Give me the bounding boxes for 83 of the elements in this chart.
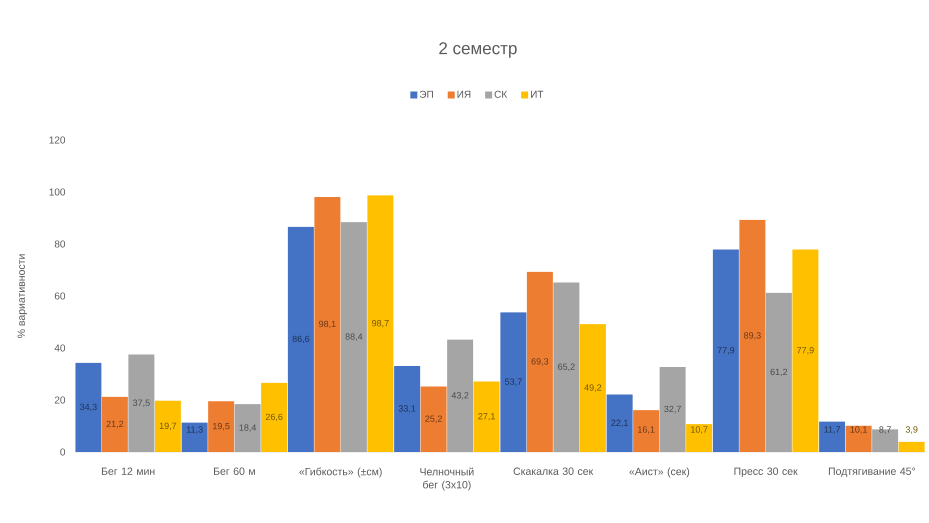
data-label: 86,6 — [292, 336, 310, 344]
bar — [846, 426, 872, 452]
data-label: 49,2 — [584, 384, 602, 392]
bar — [261, 382, 288, 452]
data-label: 3,9 — [906, 426, 918, 434]
bar — [474, 382, 500, 452]
bar — [553, 282, 580, 452]
bar — [367, 195, 394, 452]
data-label: 19,5 — [213, 422, 230, 430]
data-label: 34,3 — [80, 404, 97, 412]
data-label: 43,2 — [452, 392, 468, 400]
bar — [102, 396, 128, 452]
data-label: 88,4 — [346, 333, 362, 341]
legend-label: ИТ — [530, 90, 544, 98]
bar — [208, 401, 234, 452]
bar — [182, 422, 208, 452]
y-tick-label: 60 — [54, 292, 66, 300]
data-label: 32,7 — [664, 406, 681, 414]
y-tick-label: 120 — [50, 136, 66, 144]
data-label: 21,2 — [106, 420, 124, 428]
x-tick-label: Челночный бег (3х10) — [420, 468, 474, 491]
data-label: 11,3 — [186, 426, 203, 434]
bar — [394, 366, 420, 452]
bar — [633, 410, 660, 452]
x-tick-label: Бег 12 мин — [102, 468, 154, 475]
x-tick-label: Бег 60 м — [214, 468, 255, 475]
bar — [340, 222, 367, 452]
data-label: 11,7 — [824, 426, 840, 434]
data-label: 10,7 — [691, 426, 708, 434]
data-label: 27,1 — [478, 413, 495, 420]
y-tick-label: 40 — [54, 344, 66, 352]
bar — [420, 386, 447, 452]
bar — [606, 394, 633, 452]
x-tick-label: «Аист» (сек) — [629, 468, 690, 478]
bar — [819, 422, 846, 452]
bar — [526, 272, 553, 452]
data-label: 16,1 — [638, 426, 654, 434]
data-label: 33,1 — [398, 405, 416, 413]
y-tick-label: 0 — [60, 448, 66, 456]
y-axis-title: % вариативности — [18, 254, 28, 338]
bar — [500, 312, 526, 452]
data-label: 25,2 — [425, 416, 442, 423]
data-label: 61,2 — [770, 368, 788, 376]
data-label: 77,9 — [718, 347, 734, 354]
x-tick-label: Подтягивание 45° — [828, 468, 916, 477]
legend-label: ИЯ — [458, 90, 470, 98]
bar — [686, 424, 712, 452]
data-label: 53,7 — [504, 378, 522, 386]
bar — [766, 292, 792, 452]
bar — [314, 196, 340, 452]
y-tick-label: 20 — [54, 396, 66, 404]
x-tick-label: «Гибкость» (±см) — [299, 468, 382, 478]
bar — [75, 362, 102, 452]
bar — [154, 400, 181, 452]
bar — [128, 354, 154, 452]
bar — [792, 249, 818, 452]
bar — [660, 366, 686, 452]
data-label: 65,2 — [558, 364, 575, 371]
legend-label: ЭП — [420, 90, 433, 98]
y-tick-label: 100 — [50, 188, 66, 196]
y-tick-label: 80 — [54, 240, 66, 248]
data-label: 37,5 — [132, 400, 150, 407]
bar — [580, 324, 606, 452]
data-label: 69,3 — [532, 358, 548, 366]
data-label: 89,3 — [744, 332, 761, 340]
data-label: 98,1 — [319, 320, 336, 328]
data-label: 19,7 — [160, 422, 176, 430]
chart-title: 2 семестр — [439, 42, 517, 58]
bar — [288, 226, 314, 452]
data-label: 77,9 — [797, 347, 814, 354]
x-tick-label: Скакалка 30 сек — [514, 468, 594, 475]
bar — [447, 340, 474, 452]
data-label: 18,4 — [240, 424, 256, 432]
data-label: 26,6 — [266, 414, 282, 422]
x-tick-label: Пресс 30 сек — [734, 468, 798, 478]
bar — [739, 220, 766, 452]
bar — [234, 404, 261, 452]
bar — [898, 442, 925, 452]
data-label: 22,1 — [611, 420, 628, 427]
data-label: 10,1 — [850, 426, 867, 434]
bar — [712, 249, 739, 452]
legend-label: СК — [494, 90, 508, 98]
data-label: 98,7 — [372, 320, 389, 328]
